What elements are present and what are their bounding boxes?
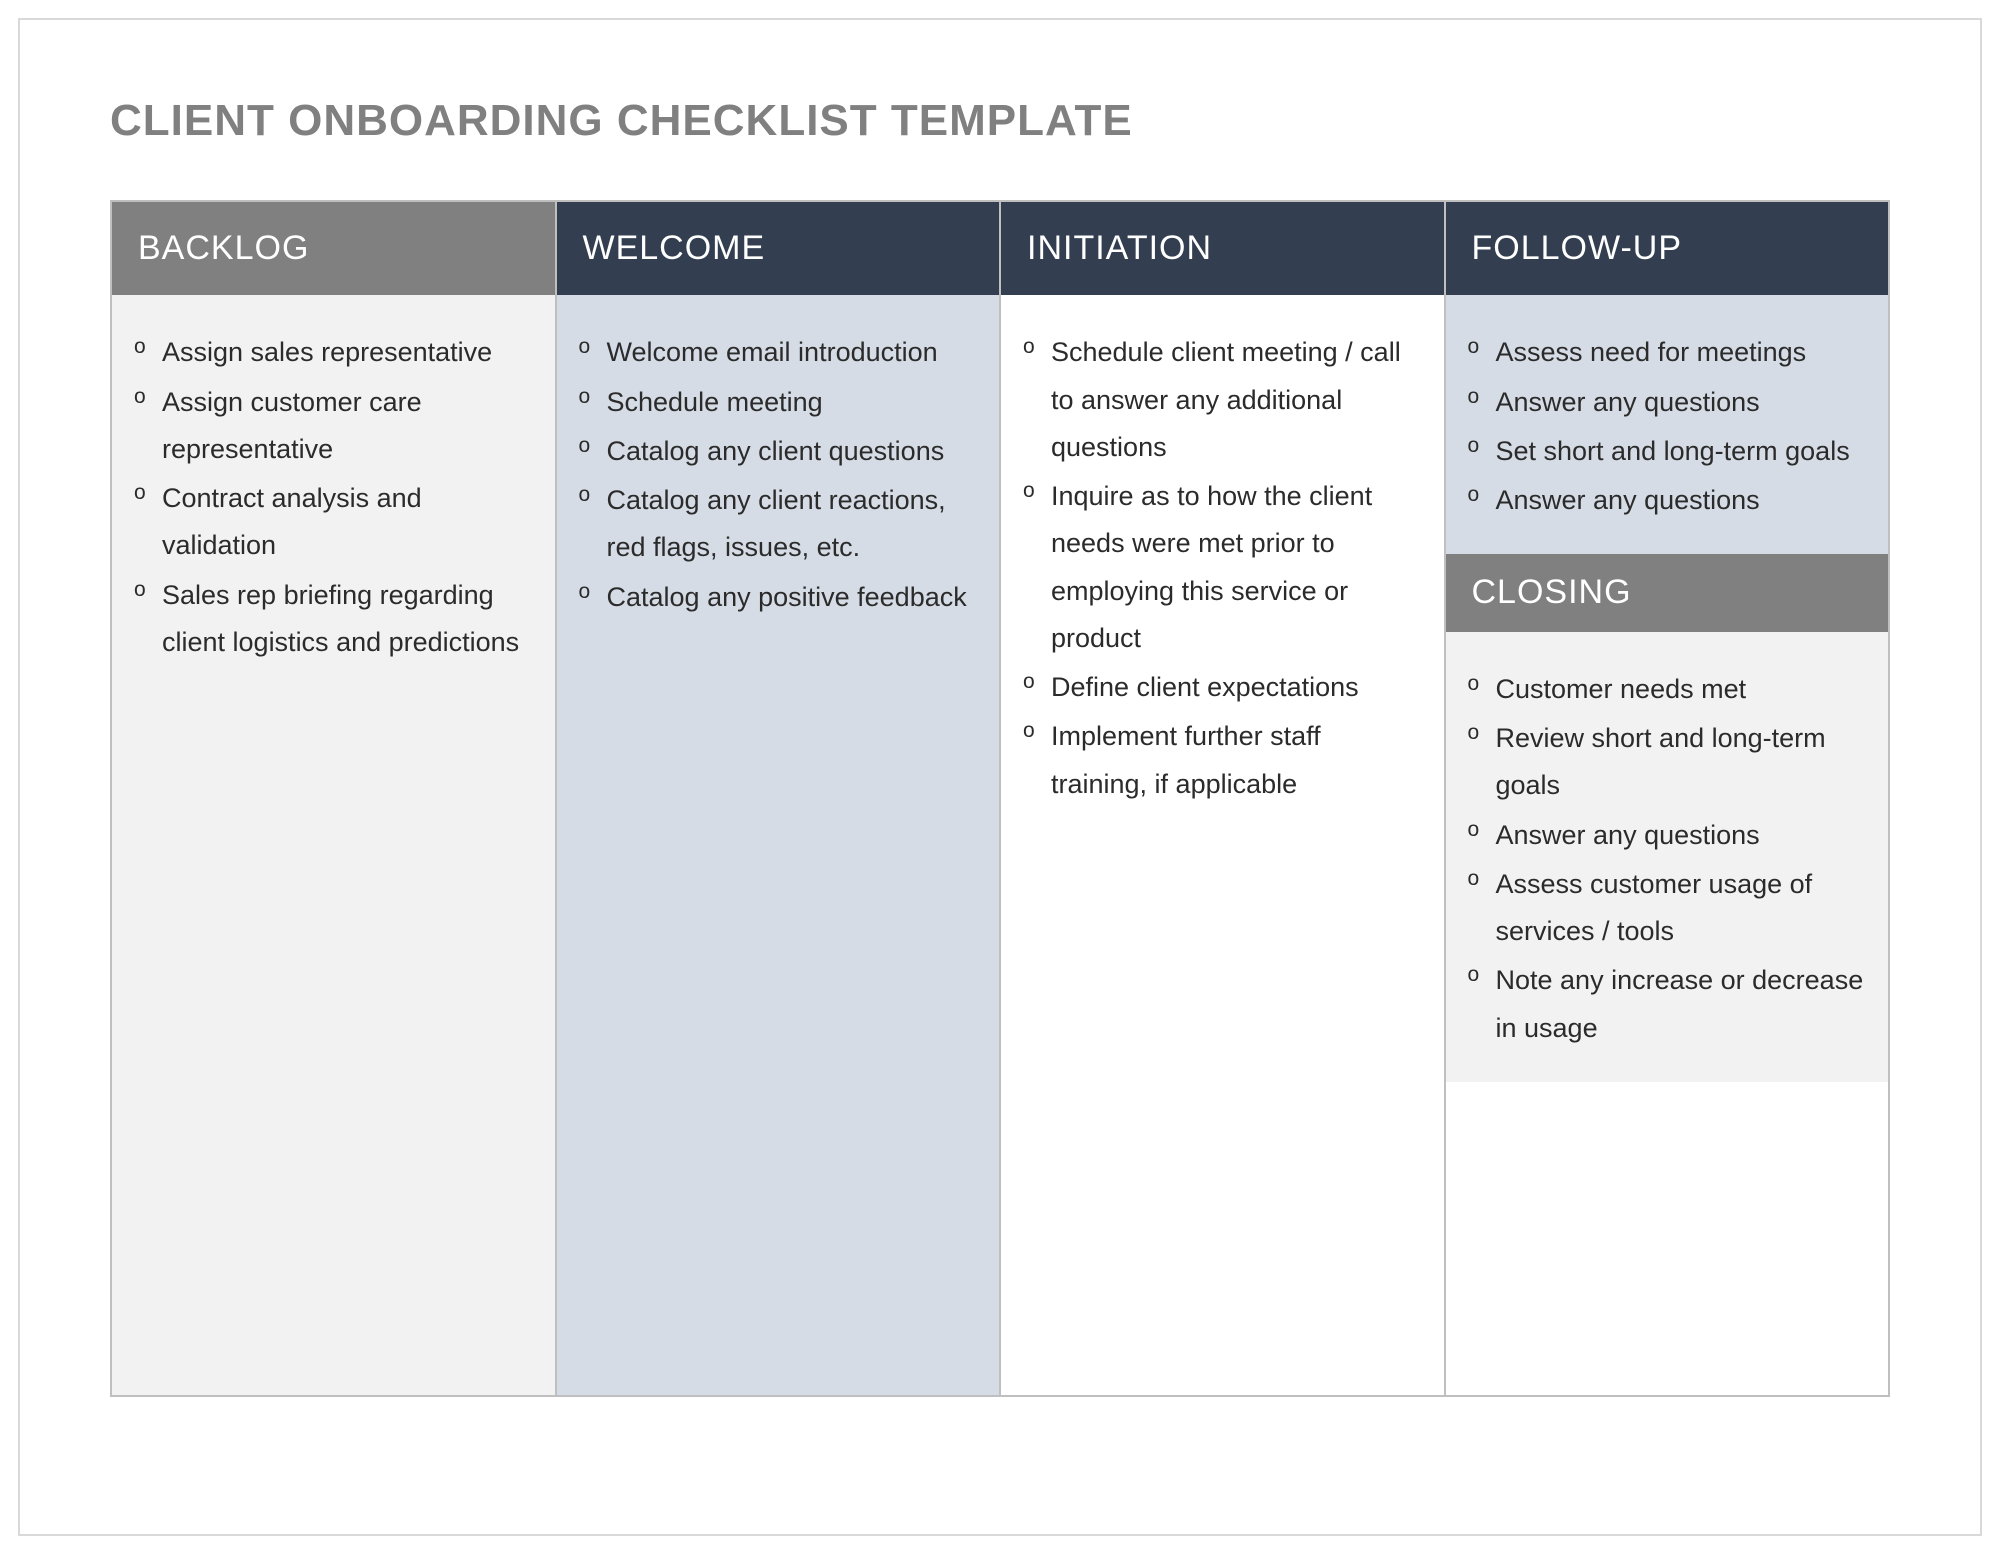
list-item: Contract analysis and validation: [134, 475, 533, 570]
checklist-followup: Assess need for meetings Answer any ques…: [1468, 329, 1867, 524]
page-title: CLIENT ONBOARDING CHECKLIST TEMPLATE: [110, 96, 1890, 146]
checklist-grid: BACKLOG Assign sales representative Assi…: [110, 200, 1890, 1397]
list-item: Sales rep briefing regarding client logi…: [134, 572, 533, 667]
list-item: Catalog any client questions: [579, 428, 978, 475]
checklist-initiation: Schedule client meeting / call to answer…: [1023, 329, 1422, 808]
list-item: Answer any questions: [1468, 379, 1867, 426]
checklist-welcome: Welcome email introduction Schedule meet…: [579, 329, 978, 621]
list-item: Inquire as to how the client needs were …: [1023, 473, 1422, 662]
list-item: Catalog any client reactions, red flags,…: [579, 477, 978, 572]
column-welcome: WELCOME Welcome email introduction Sched…: [555, 202, 1000, 1395]
column-header-closing: CLOSING: [1446, 554, 1889, 631]
list-item: Define client expectations: [1023, 664, 1422, 711]
list-item: Assign customer care representative: [134, 379, 533, 474]
column-header-backlog: BACKLOG: [112, 202, 555, 295]
checklist-backlog: Assign sales representative Assign custo…: [134, 329, 533, 666]
column-header-welcome: WELCOME: [557, 202, 1000, 295]
column-body-backlog: Assign sales representative Assign custo…: [112, 295, 555, 1395]
list-item: Customer needs met: [1468, 666, 1867, 713]
list-item: Answer any questions: [1468, 477, 1867, 524]
column-backlog: BACKLOG Assign sales representative Assi…: [110, 202, 555, 1395]
list-item: Schedule client meeting / call to answer…: [1023, 329, 1422, 471]
list-item: Assess need for meetings: [1468, 329, 1867, 376]
column-header-followup: FOLLOW-UP: [1446, 202, 1889, 295]
list-item: Catalog any positive feedback: [579, 574, 978, 621]
column-body-closing: Customer needs met Review short and long…: [1446, 632, 1889, 1082]
list-item: Welcome email introduction: [579, 329, 978, 376]
column-followup-closing: FOLLOW-UP Assess need for meetings Answe…: [1444, 202, 1891, 1395]
column-body-welcome: Welcome email introduction Schedule meet…: [557, 295, 1000, 1395]
column-header-initiation: INITIATION: [1001, 202, 1444, 295]
column-body-followup: Assess need for meetings Answer any ques…: [1446, 295, 1889, 554]
column-body-initiation: Schedule client meeting / call to answer…: [1001, 295, 1444, 1395]
list-item: Note any increase or decrease in usage: [1468, 957, 1867, 1052]
list-item: Assign sales representative: [134, 329, 533, 376]
checklist-closing: Customer needs met Review short and long…: [1468, 666, 1867, 1052]
list-item: Assess customer usage of services / tool…: [1468, 861, 1867, 956]
list-item: Schedule meeting: [579, 379, 978, 426]
list-item: Implement further staff training, if app…: [1023, 713, 1422, 808]
list-item: Set short and long-term goals: [1468, 428, 1867, 475]
list-item: Answer any questions: [1468, 812, 1867, 859]
list-item: Review short and long-term goals: [1468, 715, 1867, 810]
column-initiation: INITIATION Schedule client meeting / cal…: [999, 202, 1444, 1395]
document-page: CLIENT ONBOARDING CHECKLIST TEMPLATE BAC…: [18, 18, 1982, 1536]
